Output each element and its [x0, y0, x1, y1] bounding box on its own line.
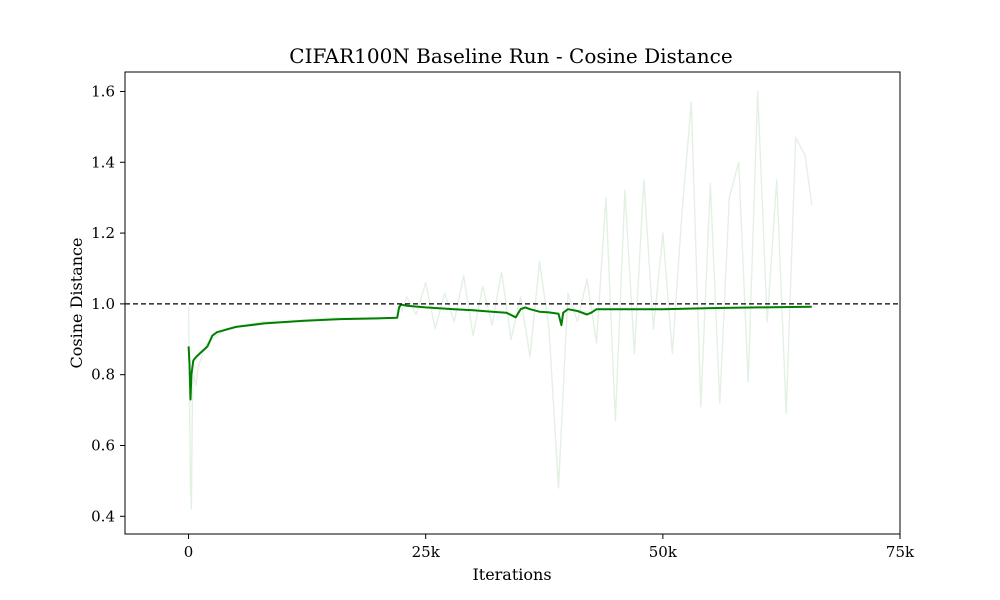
y-tick-label: 1.0: [91, 295, 115, 313]
smoothed-series-line: [187, 303, 812, 401]
y-tick-label: 1.4: [91, 153, 115, 171]
y-tick-label: 1.2: [91, 224, 115, 242]
y-tick-label: 0.6: [91, 436, 115, 454]
y-tick-label: 0.4: [91, 507, 115, 525]
x-tick-label: 25k: [412, 543, 441, 561]
x-axis-label: Iterations: [472, 565, 551, 584]
y-axis-label: Cosine Distance: [67, 238, 86, 369]
chart-title: CIFAR100N Baseline Run - Cosine Distance: [289, 44, 732, 68]
raw-series-layer: [187, 90, 813, 510]
smoothed-series-layer: [187, 303, 812, 401]
x-tick-label: 75k: [886, 543, 915, 561]
x-tick-label: 0: [184, 543, 194, 561]
raw-series-line: [187, 90, 813, 510]
y-tick-label: 0.8: [91, 366, 115, 384]
plot-frame: [124, 71, 901, 535]
x-axis-ticks: 0 25k 50k 75k: [184, 534, 915, 561]
y-axis-ticks: 0.4 0.6 0.8 1.0 1.2 1.4 1.6: [91, 82, 125, 525]
x-tick-label: 50k: [649, 543, 678, 561]
y-tick-label: 1.6: [91, 82, 115, 100]
